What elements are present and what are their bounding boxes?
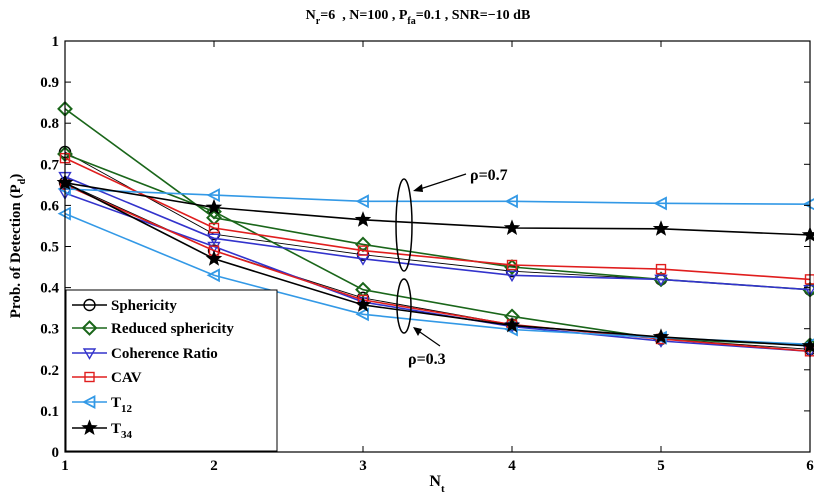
data-point (354, 296, 372, 312)
chart-title: Nr=6 , N=100 , Pfa=0.1 , SNR=−10 dB (306, 8, 531, 27)
rho-03-arrow (416, 329, 441, 347)
rho-07-label: ρ=0.7 (470, 167, 508, 184)
legend-label: Sphericity (111, 298, 177, 314)
data-point (355, 194, 369, 209)
data-point (801, 226, 814, 242)
series-line-rho03 (64, 153, 811, 346)
rho-07-arrow (416, 173, 467, 191)
y-tick-label: 0.3 (40, 322, 59, 338)
y-tick-label: 0.4 (40, 281, 59, 297)
data-point (205, 198, 223, 215)
legend-label: Coherence Ratio (111, 346, 218, 362)
rho-07-arrowhead (413, 184, 423, 192)
legend-label: T34 (111, 421, 133, 441)
series-line-rho07 (64, 188, 811, 205)
x-tick-label: 3 (359, 458, 367, 474)
rho-03-label: ρ=0.3 (408, 351, 446, 368)
y-tick-label: 0.1 (40, 404, 59, 420)
y-axis-label: Prob. of Detection (Pd) (8, 174, 28, 318)
y-tick-label: 0.2 (40, 363, 59, 379)
legend-marker (82, 395, 96, 409)
series-line-rho07 (64, 151, 811, 291)
y-tick-label: 0.6 (40, 198, 59, 214)
legend-marker (82, 348, 97, 360)
data-point (503, 219, 521, 235)
data-point (355, 307, 369, 322)
data-point (206, 268, 220, 283)
data-point (653, 196, 667, 211)
x-axis-label: Nt (429, 473, 445, 495)
y-tick-label: 0 (52, 445, 60, 461)
data-point (354, 211, 372, 227)
data-point (655, 263, 667, 275)
data-point (206, 188, 220, 203)
legend-label: CAV (111, 370, 142, 386)
x-tick-label: 1 (61, 458, 69, 474)
data-point (207, 241, 221, 254)
data-point (208, 222, 220, 234)
plot-area (56, 100, 814, 359)
legend-marker (81, 320, 98, 336)
y-tick-label: 0.8 (40, 116, 59, 132)
data-point (207, 233, 221, 246)
rho-03-arrowhead (413, 327, 422, 336)
series-line-rho03 (64, 182, 811, 347)
data-point (357, 245, 369, 256)
data-point (503, 316, 521, 333)
x-tick-label: 2 (210, 458, 218, 474)
x-tick-label: 5 (657, 458, 665, 474)
y-tick-label: 0.5 (40, 240, 59, 256)
data-point (504, 194, 518, 209)
data-point (505, 270, 519, 283)
x-tick-label: 4 (508, 458, 516, 474)
series-line-rho07 (64, 182, 811, 236)
y-tick-label: 0.7 (40, 157, 59, 173)
data-point (652, 328, 670, 344)
data-point (206, 209, 222, 226)
series-line-rho03 (64, 192, 811, 353)
data-point (205, 250, 223, 266)
legend-marker (84, 371, 95, 383)
series-line-rho03 (64, 184, 811, 353)
legend-marker (81, 419, 98, 435)
x-tick-label: 6 (806, 458, 814, 474)
legend: Sphericity Reduced sphericity Coherence Ra… (65, 289, 278, 452)
data-point (206, 203, 222, 220)
rho-03-annotation: ρ=0.3 (396, 278, 446, 368)
axis-ticks: 0 0.1 0.2 0.3 0.4 0.5 0.6 0.7 0.8 0.9 1 1 2 3 4 5 6 (40, 34, 814, 474)
legend-label: T12 (111, 395, 133, 415)
legend-marker (83, 298, 96, 312)
legend-box (65, 289, 278, 452)
legend-label: Reduced sphericity (111, 321, 234, 337)
data-point (355, 281, 371, 298)
series-line-rho07 (64, 157, 811, 281)
y-tick-label: 1 (52, 34, 60, 50)
rho-07-annotation: ρ=0.7 (395, 167, 508, 272)
rho-03-ellipse (396, 278, 412, 334)
data-point (652, 220, 670, 236)
y-tick-label: 0.9 (40, 75, 59, 91)
rho-07-ellipse (395, 178, 413, 272)
data-point (506, 259, 518, 271)
data-point (654, 274, 668, 287)
series-line-rho07 (64, 175, 811, 291)
